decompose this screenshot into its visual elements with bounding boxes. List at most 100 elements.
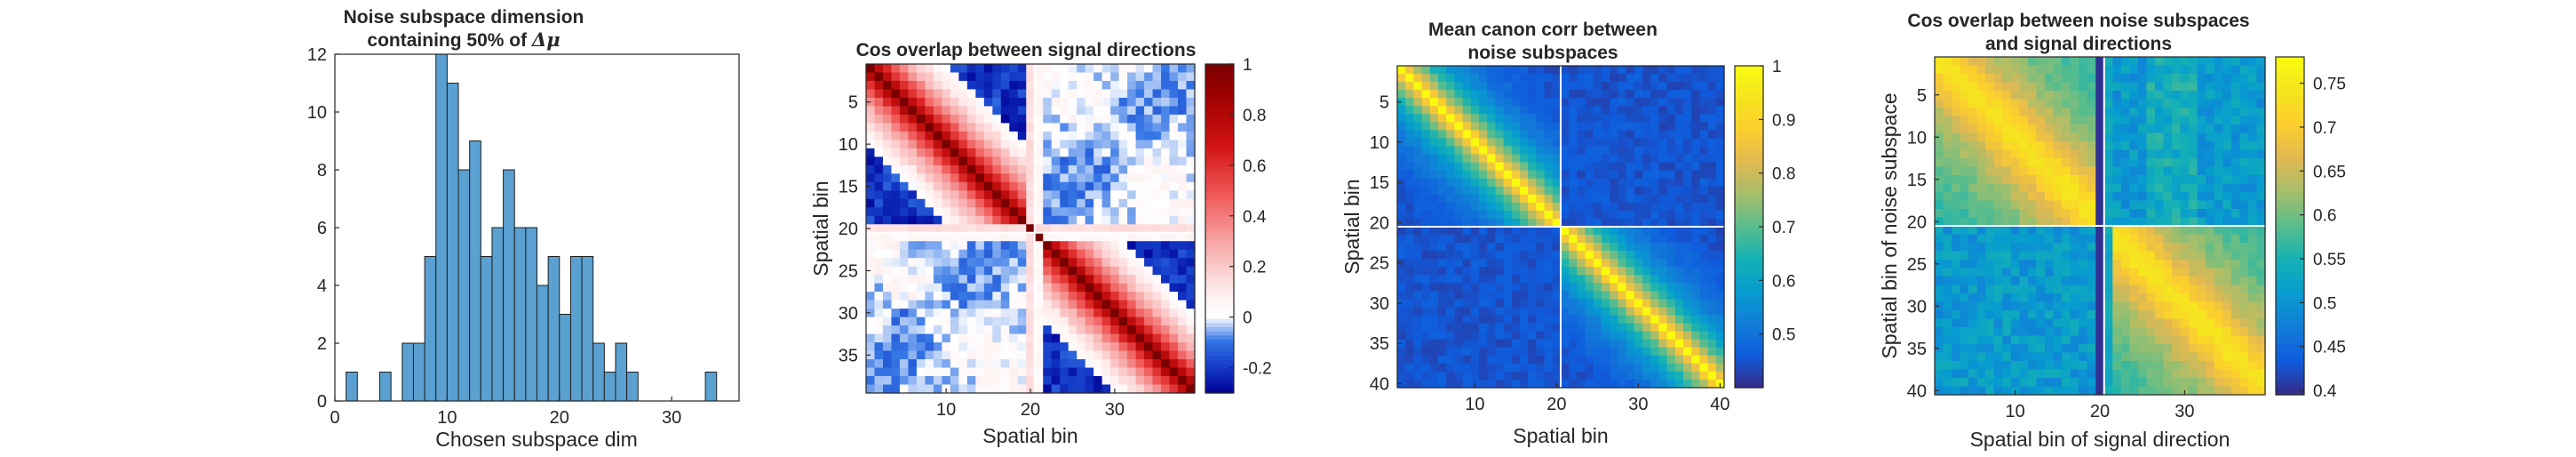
heatmap-cell: [925, 181, 934, 191]
heatmap-cell: [1413, 210, 1423, 220]
heatmap-cell: [916, 224, 926, 234]
heatmap-cell: [1479, 186, 1488, 196]
signal-overlap-panel: Cos overlap between signal directions 10…: [809, 40, 1272, 447]
heatmap-cell: [992, 72, 1002, 82]
heatmap-cell: [1077, 266, 1086, 276]
heatmap-cell: [1960, 158, 1969, 168]
heatmap-cell: [1043, 106, 1053, 116]
heatmap-cell: [2137, 344, 2148, 354]
heatmap-cell: [950, 333, 959, 343]
heatmap-cell: [1186, 367, 1196, 377]
heatmap-cell: [1544, 202, 1554, 212]
heatmap-cell: [1186, 241, 1196, 251]
heatmap-cell: [2256, 99, 2266, 108]
heatmap-cell: [1101, 266, 1111, 276]
heatmap-cell: [1952, 260, 1961, 269]
heatmap-cell: [2070, 318, 2079, 328]
heatmap-cell: [1691, 307, 1700, 317]
heatmap-cell: [1968, 175, 1978, 185]
heatmap-cell: [2120, 175, 2130, 185]
heatmap-cell: [992, 232, 1002, 242]
heatmap-cell: [1618, 267, 1627, 276]
heatmap-cell: [2137, 327, 2148, 337]
heatmap-cell: [1127, 173, 1137, 183]
heatmap-cell: [1993, 378, 2003, 388]
colorbar-swatch: [1735, 90, 1763, 95]
heatmap-cell: [1658, 162, 1668, 172]
heatmap-cell: [1985, 327, 1995, 337]
heatmap-cell: [2239, 99, 2249, 108]
heatmap-cell: [2163, 243, 2173, 253]
heatmap-cell: [1707, 146, 1717, 156]
heatmap-cell: [1593, 259, 1602, 268]
heatmap-cell: [1060, 97, 1069, 108]
heatmap-cell: [1976, 285, 1986, 294]
colorbar-swatch: [1205, 117, 1234, 123]
heatmap-cell: [1454, 210, 1464, 220]
heatmap-cell: [1421, 218, 1431, 228]
heatmap-cell: [2027, 251, 2038, 261]
heatmap-cell: [1943, 251, 1952, 261]
heatmap-cell: [925, 359, 934, 369]
heatmap-cell: [975, 198, 985, 208]
heatmap-cell: [2180, 293, 2190, 303]
heatmap-cell: [1470, 243, 1480, 252]
heatmap-cell: [1127, 164, 1137, 174]
heatmap-cell: [2256, 327, 2266, 337]
heatmap-cell: [1985, 74, 1995, 84]
heatmap-cell: [2247, 209, 2258, 219]
heatmap-cell: [1650, 98, 1659, 107]
heatmap-cell: [1127, 140, 1137, 149]
heatmap-cell: [1552, 243, 1562, 252]
heatmap-cell: [1487, 66, 1496, 75]
heatmap-cell: [1691, 114, 1700, 123]
heatmap-cell: [1405, 178, 1414, 188]
heatmap-cell: [1552, 202, 1562, 212]
heatmap-cell: [1511, 307, 1521, 317]
heatmap-cell: [2070, 175, 2079, 185]
heatmap-cell: [1438, 82, 1447, 91]
heatmap-cell: [882, 384, 893, 394]
heatmap-cell: [1110, 317, 1120, 326]
heatmap-cell: [983, 325, 993, 335]
heatmap-cell: [1626, 363, 1635, 373]
heatmap-cell: [2137, 251, 2148, 261]
heatmap-cell: [1429, 74, 1439, 83]
colorbar-swatch: [1735, 315, 1763, 320]
heatmap-cell: [1051, 241, 1061, 251]
heatmap-cell: [925, 97, 934, 108]
colorbar-swatch: [1205, 146, 1234, 151]
heatmap-cell: [1511, 251, 1521, 260]
heatmap-cell: [1569, 363, 1578, 373]
heatmap-cell: [2019, 226, 2029, 236]
heatmap-cell: [2027, 344, 2038, 354]
heatmap-cell: [1487, 186, 1496, 196]
heatmap-cell: [2129, 91, 2139, 100]
heatmap-cell: [1127, 89, 1137, 99]
heatmap-cell: [1429, 210, 1439, 220]
heatmap-cell: [942, 224, 951, 234]
heatmap-cell: [1135, 300, 1145, 309]
heatmap-cell: [1699, 275, 1709, 284]
heatmap-cell: [2189, 65, 2198, 75]
heatmap-cell: [2010, 344, 2020, 354]
heatmap-cell: [1707, 74, 1717, 83]
heatmap-cell: [1060, 317, 1069, 326]
heatmap-cell: [2256, 200, 2266, 210]
heatmap-cell: [1683, 347, 1692, 357]
heatmap-cell: [1101, 333, 1111, 343]
heatmap-cell: [2222, 243, 2232, 253]
heatmap-cell: [1985, 268, 1995, 277]
heatmap-cell: [1186, 64, 1196, 74]
heatmap-cell: [1634, 202, 1643, 212]
heatmap-cell: [1479, 98, 1488, 107]
heatmap-cell: [1585, 355, 1594, 365]
heatmap-cell: [2095, 378, 2105, 388]
colorbar-swatch: [1735, 291, 1763, 296]
heatmap-cell: [2095, 285, 2105, 294]
heatmap-cell: [874, 376, 884, 386]
heatmap-cell: [1101, 72, 1111, 82]
heatmap-cell: [2163, 192, 2173, 202]
heatmap-cell: [1034, 72, 1044, 82]
heatmap-cell: [1511, 82, 1521, 91]
